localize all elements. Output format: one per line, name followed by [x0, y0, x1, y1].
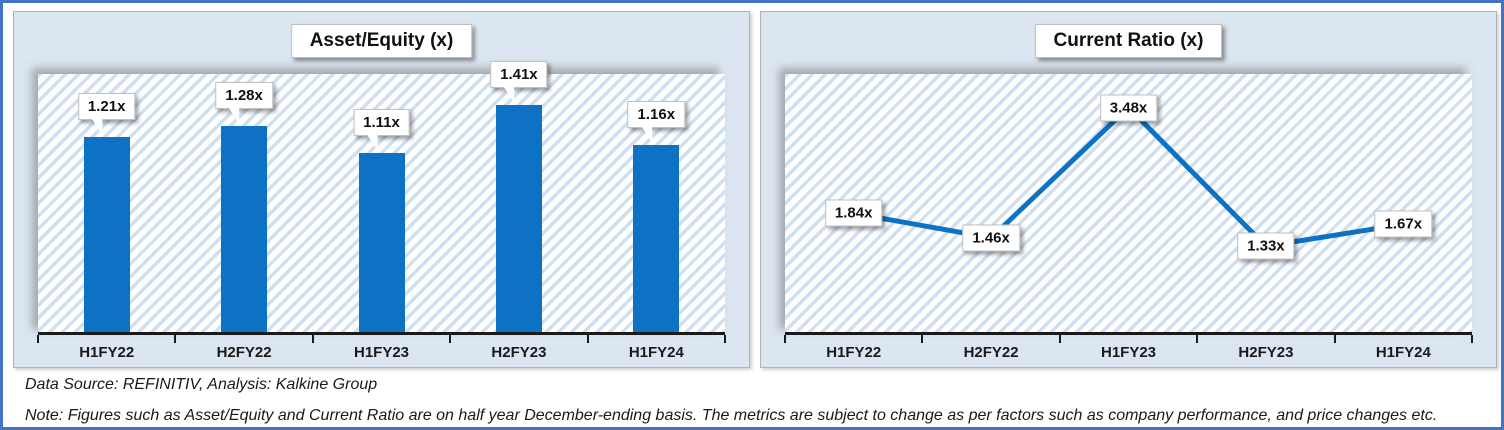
x-axis-tick: [174, 335, 177, 343]
line-data-label: 1.33x: [1237, 232, 1295, 260]
x-axis-tick: [784, 335, 786, 343]
x-axis-label: H1FY22: [826, 344, 882, 361]
x-axis-tick: [1196, 335, 1199, 343]
bar-data-label: 1.16x: [627, 100, 686, 143]
x-axis-tick: [1333, 335, 1336, 343]
line-data-label: 1.46x: [962, 224, 1020, 252]
current-ratio-chart-panel: Current Ratio (x) 1.84x 1.46x 3.48x 1.33x 1.…: [760, 11, 1497, 368]
x-axis-tick: [1471, 335, 1473, 343]
line-data-label: 1.84x: [824, 199, 883, 227]
chart-title-text: Asset/Equity (x): [309, 30, 454, 51]
data-label-tail: [366, 134, 378, 151]
x-axis-label: H2FY23: [491, 344, 547, 361]
asset-equity-x-axis-labels: H1FY22 H2FY22 H1FY23 H2FY23 H1FY24: [38, 344, 725, 361]
data-source-note: Data Source: REFINITIV, Analysis: Kalkin…: [25, 376, 378, 393]
bar-data-label: 1.11x: [353, 109, 410, 151]
x-axis-tick: [311, 335, 314, 343]
current-ratio-chart-title: Current Ratio (x): [1034, 24, 1223, 58]
asset-equity-chart-title: Asset/Equity (x): [290, 24, 473, 58]
bar-data-label: 1.41x: [490, 60, 548, 103]
x-axis-label: H1FY23: [1101, 344, 1157, 361]
x-axis-label: H1FY24: [1375, 344, 1431, 361]
bar-data-label: 1.28x: [215, 81, 273, 124]
bar-h1fy22: [83, 136, 130, 332]
x-axis-tick: [37, 335, 39, 343]
x-axis-label: H1FY23: [354, 344, 410, 361]
current-ratio-line-plot: 1.84x 1.46x 3.48x 1.33x 1.67x: [784, 74, 1473, 343]
current-ratio-x-axis-labels: H1FY22 H2FY22 H1FY23 H2FY23 H1FY24: [785, 344, 1472, 361]
bar-data-label: 1.21x: [77, 92, 136, 135]
x-axis-label: H2FY22: [963, 344, 1019, 361]
footer-notes: Data Source: REFINITIV, Analysis: Kalkin…: [25, 373, 1485, 427]
line-series-path: [853, 104, 1404, 249]
data-label-tail: [503, 85, 515, 103]
x-axis-tick: [921, 335, 924, 343]
data-label-tail: [91, 117, 103, 135]
x-axis-label: H1FY22: [79, 344, 135, 361]
figures-note: Note: Figures such as Asset/Equity and C…: [25, 406, 1438, 424]
line-data-label: 1.67x: [1374, 210, 1433, 238]
x-axis-label: H2FY22: [216, 344, 272, 361]
bar-h2fy22: [221, 125, 268, 332]
x-axis-tick: [1058, 335, 1061, 343]
x-axis-tick: [449, 335, 452, 343]
line-data-label: 3.48x: [1099, 94, 1158, 122]
x-axis-label: H1FY24: [628, 344, 684, 361]
data-label-tail: [228, 106, 240, 124]
x-axis-tick: [724, 335, 726, 343]
asset-equity-chart-panel: Asset/Equity (x) 1.21x 1.28x 1.11x 1.41x 1.1…: [13, 11, 750, 368]
asset-equity-bar-plot: 1.21x 1.28x 1.11x 1.41x 1.16x: [37, 60, 726, 343]
bar-h1fy24: [633, 144, 680, 332]
x-axis-tick: [586, 335, 589, 343]
data-label-tail: [640, 125, 652, 143]
chart-title-text: Current Ratio (x): [1053, 30, 1204, 51]
x-axis-label: H2FY23: [1238, 344, 1294, 361]
bar-h2fy23: [495, 104, 542, 332]
bar-h1fy23: [358, 153, 405, 332]
